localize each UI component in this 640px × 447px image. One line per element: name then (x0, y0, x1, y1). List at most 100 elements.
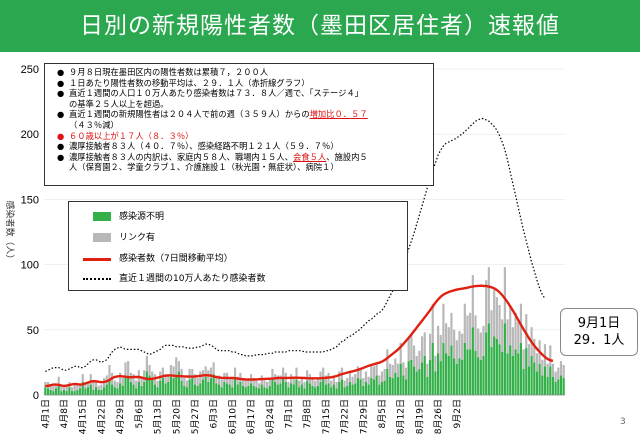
bar-linked (306, 370, 309, 381)
bar-linked (70, 387, 74, 392)
bar-unknown (78, 388, 82, 395)
bar-unknown (86, 387, 90, 395)
bar-linked (362, 378, 365, 386)
bar-unknown (159, 380, 162, 395)
bar-linked (391, 365, 394, 379)
note-item: ● ９月８日現在墨田区内の陽性者数は累積７，２００人 (57, 67, 429, 78)
bar-unknown (394, 372, 397, 395)
bar-unknown (308, 383, 311, 395)
bar-unknown (172, 378, 175, 395)
bar-linked (97, 385, 100, 390)
bar-linked (450, 312, 453, 346)
bar-unknown (121, 385, 124, 395)
bar-linked (212, 362, 215, 375)
bar-linked (461, 333, 464, 360)
bar-unknown (220, 387, 223, 395)
bar-unknown (223, 381, 226, 395)
bar-linked (244, 380, 247, 388)
bar-unknown (153, 384, 156, 395)
bar-unknown (364, 381, 368, 395)
bar-unknown (503, 323, 506, 395)
note-continuation: 人（保育園２、学童クラブ１、介護施設１（秋光園・無症状）、病院１） (69, 162, 339, 173)
bar-unknown (105, 384, 108, 395)
bar-unknown (119, 383, 122, 395)
legend-item-linked: リンク有 (93, 231, 156, 245)
bar-linked (346, 378, 349, 386)
bar-unknown (445, 353, 448, 395)
bar-unknown (343, 387, 346, 395)
bar-linked (193, 374, 197, 385)
bar-linked (188, 368, 191, 380)
bar-unknown (511, 355, 514, 395)
bar-linked (383, 368, 386, 381)
bar-unknown (423, 355, 426, 395)
bar-unknown (399, 363, 402, 395)
bar-linked (485, 280, 488, 333)
bar-unknown (327, 383, 330, 395)
bar-unknown (212, 374, 215, 395)
bar-unknown (81, 381, 84, 395)
bar-linked (140, 378, 143, 386)
bar-unknown (49, 389, 52, 395)
bar-unknown (362, 385, 365, 395)
bar-linked (177, 361, 181, 372)
bar-linked (527, 344, 531, 367)
bar-linked (100, 384, 103, 390)
bar-unknown (434, 371, 437, 395)
bar-linked (332, 376, 335, 385)
bar-unknown (268, 385, 271, 395)
bar-linked (156, 380, 159, 388)
bar-unknown (324, 384, 327, 395)
bar-unknown (70, 391, 74, 395)
x-tick-label: 4月8日 (59, 399, 70, 428)
bar-linked (407, 337, 410, 362)
bar-unknown (44, 387, 47, 395)
bar-linked (372, 366, 376, 380)
bar-linked (132, 374, 135, 385)
bullet-icon: ● (57, 141, 65, 152)
bar-unknown (557, 379, 560, 395)
bar-unknown (380, 381, 384, 395)
legend-label-linked: リンク有 (119, 233, 156, 243)
x-tick-label: 6月24日 (265, 399, 276, 434)
x-tick-label: 7月8日 (302, 399, 313, 428)
bar-linked (276, 375, 279, 385)
bar-unknown (367, 384, 370, 395)
bar-linked (551, 363, 555, 377)
bar-linked (447, 327, 450, 356)
bar-unknown (196, 385, 199, 395)
bar-unknown (255, 387, 258, 395)
bar-linked (525, 314, 528, 349)
bar-linked (501, 319, 504, 352)
bar-linked (477, 328, 480, 358)
bar-linked (490, 310, 493, 347)
bar-linked (108, 365, 111, 380)
bar-linked (172, 366, 175, 379)
callout-value: 29．1人 (573, 333, 625, 348)
bar-linked (559, 361, 563, 376)
bar-unknown (183, 385, 186, 395)
bar-unknown (151, 379, 154, 395)
bar-unknown (239, 381, 242, 395)
bar-linked (151, 371, 154, 380)
note-item: ● 直近１週間の新規陽性者は２０４人で前の週（３５９人）からの増加比０．５７ (57, 109, 429, 120)
bar-unknown (204, 376, 207, 395)
bar-linked (263, 380, 266, 388)
bar-linked (330, 380, 333, 388)
bar-linked (143, 370, 146, 382)
bar-unknown (525, 348, 528, 395)
bar-linked (463, 303, 466, 343)
bar-linked (455, 340, 458, 364)
bar-linked (121, 378, 124, 386)
bar-linked (298, 380, 301, 388)
bar-unknown (509, 345, 512, 395)
bullet-icon: ● (57, 67, 65, 77)
bar-unknown (52, 391, 55, 395)
bar-unknown (340, 379, 344, 395)
bar-unknown (346, 385, 349, 395)
bar-linked (522, 349, 525, 369)
bar-linked (295, 367, 298, 380)
bar-unknown (111, 384, 114, 395)
bar-unknown (207, 381, 210, 395)
bar-unknown (279, 383, 282, 395)
